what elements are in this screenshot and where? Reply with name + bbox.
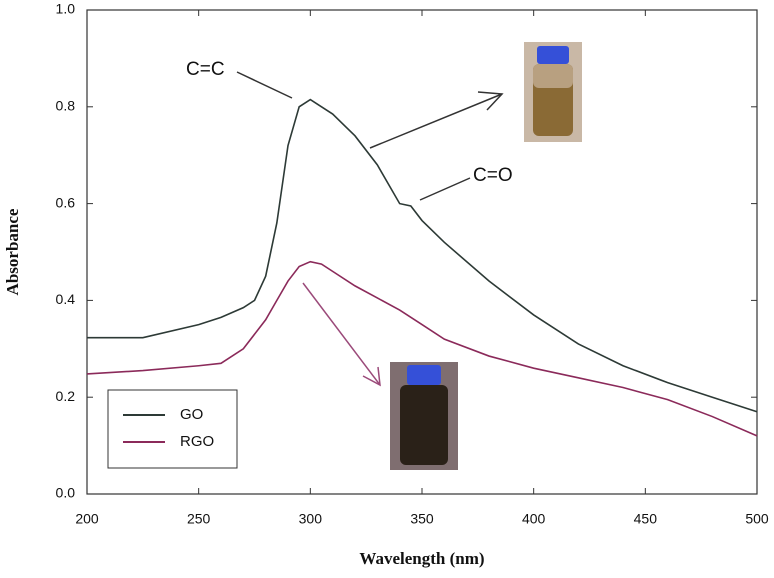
x-tick-label: 250 [187,511,211,527]
y-axis-label: Absorbance [3,208,22,295]
x-axis-label: Wavelength (nm) [359,549,484,568]
y-tick-label: 0.4 [56,291,76,307]
line-series [86,260,758,437]
annotation: C=C [186,59,225,80]
x-tick-label: 450 [634,511,658,527]
x-tick-label: 500 [745,511,769,527]
y-tick-label: 0.2 [56,388,76,404]
x-tick-label: 200 [75,511,99,527]
vial-rgo [390,362,458,470]
x-tick-label: 400 [522,511,546,527]
legend-label: RGO [180,433,214,450]
y-tick-label: 0.0 [56,485,76,501]
arrow [302,282,381,386]
legend-label: GO [180,406,203,423]
x-tick-label: 300 [299,511,323,527]
annotation-line [419,177,471,201]
arrow-head [362,366,381,387]
annotation-line [236,71,293,99]
annotation: C=O [473,165,513,186]
line-series [87,98,758,413]
arrow-head [477,91,504,111]
arrow [369,93,503,149]
y-tick-label: 0.6 [56,194,76,210]
legend-box [107,389,238,469]
y-tick-label: 0.8 [56,98,76,114]
vial-go [524,42,582,142]
y-tick-label: 1.0 [56,1,76,17]
x-tick-label: 350 [410,511,434,527]
